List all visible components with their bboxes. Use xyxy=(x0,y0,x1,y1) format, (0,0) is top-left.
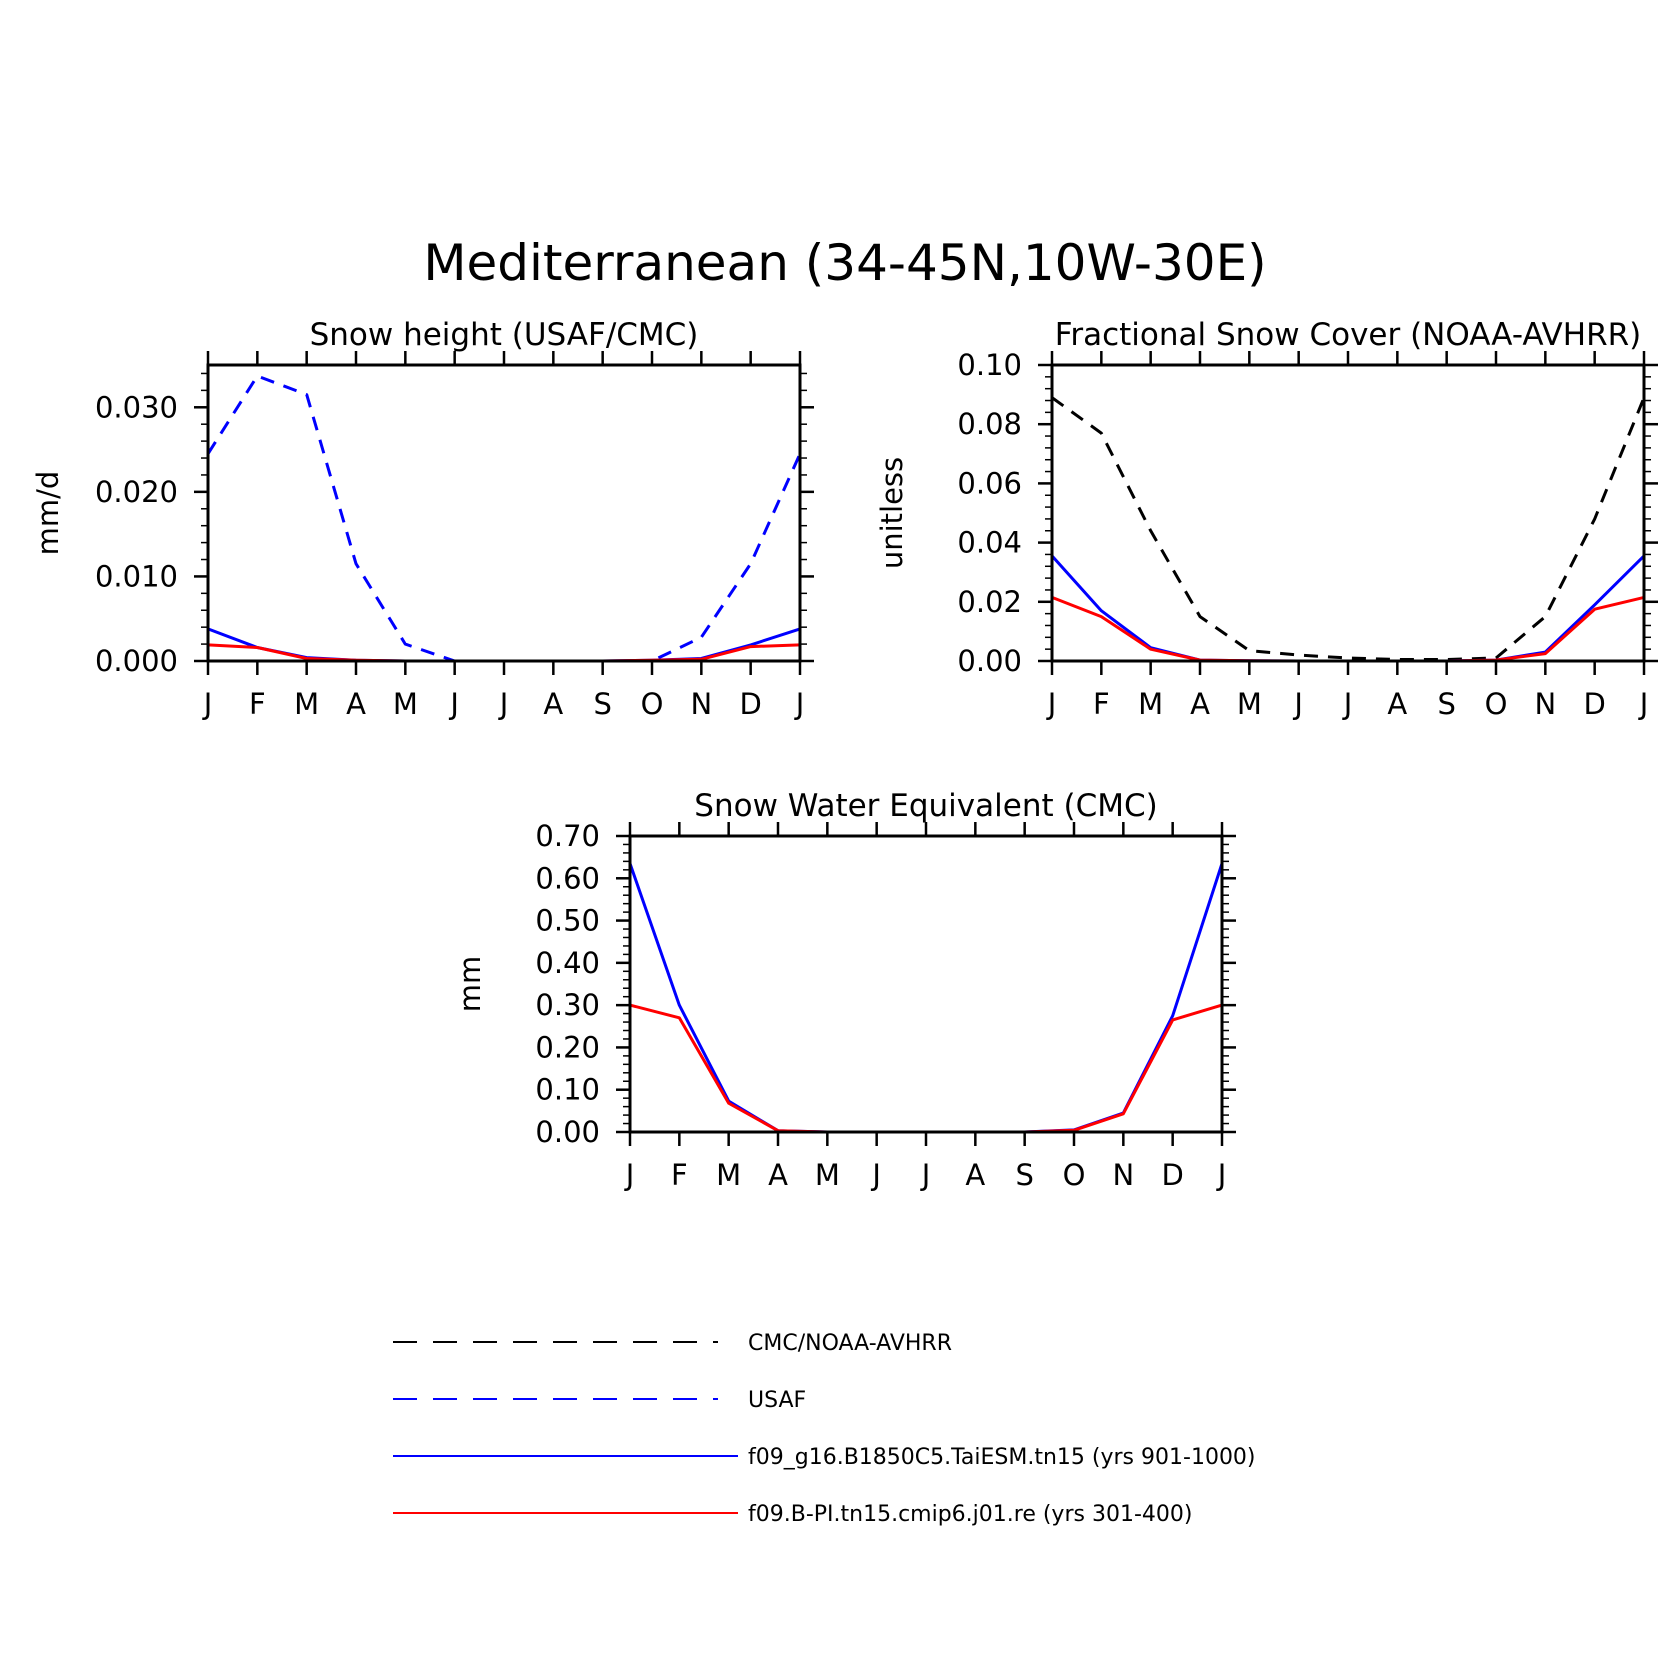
x-tick-label: A xyxy=(1190,687,1210,721)
x-tick-label: J xyxy=(1292,687,1303,721)
x-tick-label: S xyxy=(1437,687,1455,721)
chart-panel-1: Snow height (USAF/CMC) mm/d 0.000 0.010 0.02… xyxy=(31,317,814,721)
x-tick-label: A xyxy=(768,1158,788,1192)
legend: CMC/NOAA-AVHRR USAF f09_g16.B1850C5.TaiESM… xyxy=(393,1331,1256,1527)
y-tick-label: 0.30 xyxy=(535,988,600,1022)
y-tick-label: 0.50 xyxy=(535,904,600,938)
y-tick-label: 0.10 xyxy=(957,348,1022,382)
x-tick-label: M xyxy=(815,1158,840,1192)
x-tick-label: M xyxy=(393,687,418,721)
y-axis-label: mm xyxy=(453,956,487,1013)
y-tick-label: 0.70 xyxy=(535,819,600,853)
x-tick-label: J xyxy=(794,687,805,721)
plot-frame xyxy=(206,363,802,663)
x-tick-label: A xyxy=(1387,687,1407,721)
x-tick-label: D xyxy=(1161,1158,1183,1192)
series-line-cmc-noaa-avhrr xyxy=(1051,396,1646,661)
series-line-f09-b-pi-tn15-cmip6-j01-re-yrs-301-400 xyxy=(629,1003,1223,1134)
x-tick-label: O xyxy=(641,687,664,721)
y-tick-label: 0.000 xyxy=(95,644,178,678)
x-tick-label: N xyxy=(690,687,712,721)
x-tick-label: J xyxy=(1342,687,1353,721)
x-tick-label: M xyxy=(294,687,319,721)
x-tick-label: D xyxy=(739,687,761,721)
x-tick-label: S xyxy=(1015,1158,1033,1192)
y-tick-label: 0.04 xyxy=(957,526,1022,560)
panel-title: Snow height (USAF/CMC) xyxy=(310,317,699,353)
chart-panel-2: Fractional Snow Cover (NOAA-AVHRR) unitle… xyxy=(875,317,1658,721)
series-line-f09-g16-b1850c5-taiesm-tn15-yrs-901-1000 xyxy=(628,863,1224,1134)
x-tick-label: D xyxy=(1583,687,1605,721)
x-tick-label: J xyxy=(202,687,213,721)
y-axis-label: unitless xyxy=(875,457,909,569)
chart-panels: Snow height (USAF/CMC) mm/d 0.000 0.010 0.02… xyxy=(31,317,1658,1192)
x-tick-label: M xyxy=(1237,687,1262,721)
y-tick-label: 0.06 xyxy=(957,466,1022,500)
x-tick-label: J xyxy=(920,1158,931,1192)
x-tick-label: F xyxy=(249,687,266,721)
x-tick-label: J xyxy=(1216,1158,1227,1192)
y-tick-label: 0.030 xyxy=(95,390,178,424)
x-tick-label: J xyxy=(1638,687,1649,721)
legend-item: USAF xyxy=(393,1388,806,1413)
plot-frame xyxy=(1050,363,1646,663)
x-tick-label: F xyxy=(1093,687,1110,721)
x-tick-label: O xyxy=(1485,687,1508,721)
legend-item: f09.B-PI.tn15.cmip6.j01.re (yrs 301-400) xyxy=(393,1502,1192,1527)
x-tick-label: A xyxy=(543,687,563,721)
plot-frame xyxy=(628,834,1224,1134)
legend-item: CMC/NOAA-AVHRR xyxy=(393,1331,952,1356)
legend-label: USAF xyxy=(748,1388,806,1413)
y-tick-label: 0.08 xyxy=(957,407,1022,441)
legend-label: CMC/NOAA-AVHRR xyxy=(748,1331,952,1356)
series-line-f09-b-pi-tn15-cmip6-j01-re-yrs-301-400 xyxy=(207,643,801,663)
legend-item: f09_g16.B1850C5.TaiESM.tn15 (yrs 901-100… xyxy=(393,1445,1256,1470)
panel-title: Snow Water Equivalent (CMC) xyxy=(694,788,1157,824)
y-tick-label: 0.010 xyxy=(95,559,178,593)
panel-title: Fractional Snow Cover (NOAA-AVHRR) xyxy=(1055,317,1642,353)
x-tick-label: N xyxy=(1534,687,1556,721)
y-tick-label: 0.00 xyxy=(957,644,1022,678)
x-tick-label: N xyxy=(1112,1158,1134,1192)
x-tick-label: A xyxy=(965,1158,985,1192)
x-tick-label: J xyxy=(1046,687,1057,721)
y-tick-label: 0.02 xyxy=(957,585,1022,619)
figure-title: Mediterranean (34-45N,10W-30E) xyxy=(423,234,1266,292)
y-tick-label: 0.40 xyxy=(535,946,600,980)
x-tick-label: O xyxy=(1063,1158,1086,1192)
legend-label: f09_g16.B1850C5.TaiESM.tn15 (yrs 901-100… xyxy=(748,1445,1256,1470)
x-tick-label: M xyxy=(716,1158,741,1192)
x-tick-label: J xyxy=(498,687,509,721)
x-tick-label: J xyxy=(448,687,459,721)
series-line-usaf xyxy=(206,374,802,663)
x-tick-label: M xyxy=(1138,687,1163,721)
series-line-f09-b-pi-tn15-cmip6-j01-re-yrs-301-400 xyxy=(1051,595,1645,663)
y-tick-label: 0.60 xyxy=(535,861,600,895)
x-tick-label: F xyxy=(671,1158,688,1192)
y-tick-label: 0.020 xyxy=(95,475,178,509)
x-tick-label: J xyxy=(624,1158,635,1192)
y-tick-label: 0.10 xyxy=(535,1073,600,1107)
y-tick-label: 0.00 xyxy=(535,1115,600,1149)
x-tick-label: S xyxy=(593,687,611,721)
x-tick-label: J xyxy=(870,1158,881,1192)
y-axis-label: mm/d xyxy=(31,471,65,556)
legend-label: f09.B-PI.tn15.cmip6.j01.re (yrs 301-400) xyxy=(748,1502,1192,1527)
y-tick-label: 0.20 xyxy=(535,1030,600,1064)
x-tick-label: A xyxy=(346,687,366,721)
chart-panel-3: Snow Water Equivalent (CMC) mm 0.00 0.10 0.2… xyxy=(453,788,1236,1192)
